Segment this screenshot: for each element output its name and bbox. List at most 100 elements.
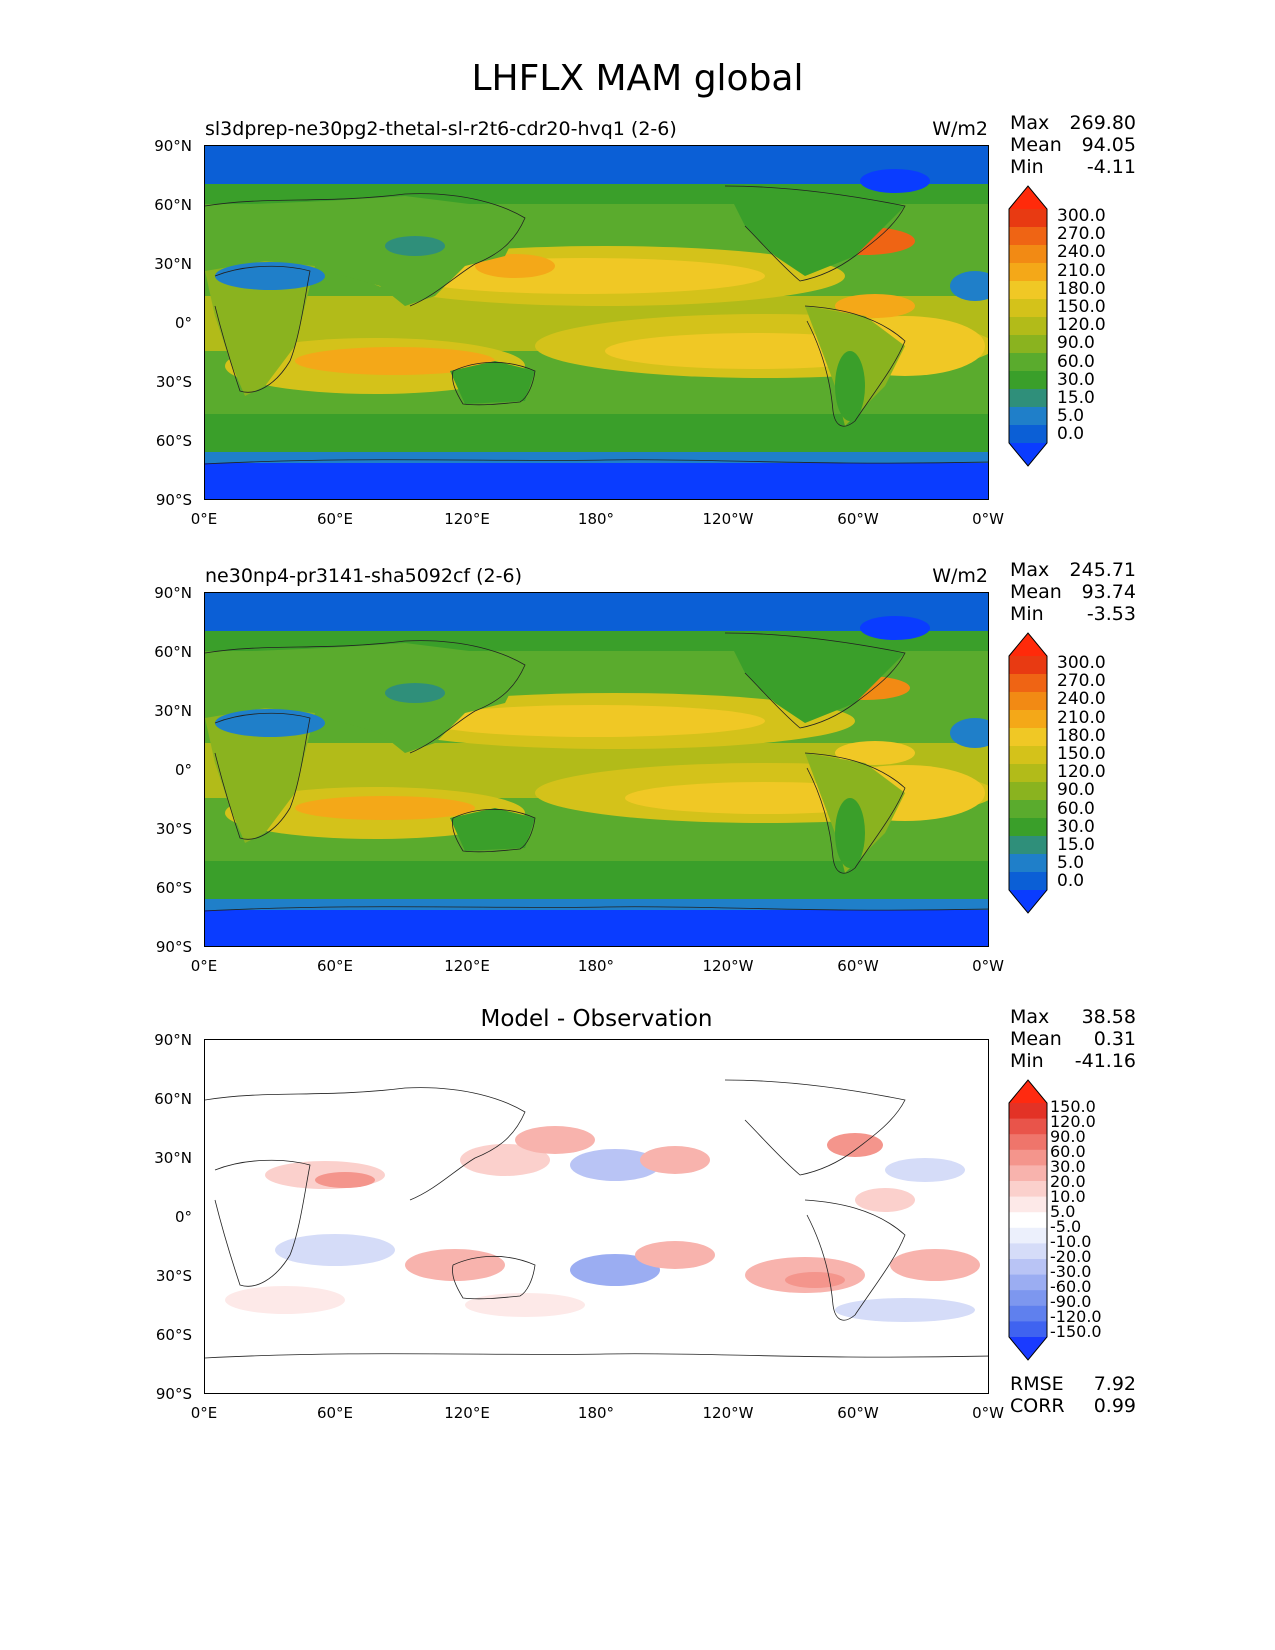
- colorbar-segment: [1009, 656, 1047, 675]
- lon-tick: 120°W: [702, 957, 754, 975]
- colorbar-label: -150.0: [1050, 1322, 1102, 1341]
- panel-1-stats: Max 269.80 Mean 94.05 Min -4.11: [1010, 112, 1136, 178]
- stat-value: 93.74: [1081, 581, 1136, 603]
- colorbar-label: 5.0: [1050, 1202, 1076, 1221]
- colorbar-label: 0.0: [1057, 871, 1085, 892]
- colorbar-label: -20.0: [1050, 1247, 1092, 1266]
- colorbar-label: 90.0: [1050, 1127, 1086, 1146]
- colorbar-segment: [1009, 764, 1047, 783]
- colorbar-segment: [1009, 371, 1047, 390]
- lat-tick: 30°S: [155, 820, 192, 838]
- colorbar-label: 90.0: [1057, 333, 1095, 354]
- lat-tick: 60°N: [154, 196, 192, 214]
- panel-2-units: W/m2: [932, 565, 988, 587]
- stat-label: Max: [1010, 1006, 1050, 1028]
- colorbar-label: 30.0: [1050, 1157, 1086, 1176]
- metric-label: RMSE: [1010, 1373, 1064, 1395]
- panel-3-map: [204, 1039, 989, 1394]
- lon-tick: 180°: [577, 1404, 615, 1422]
- stat-value: 94.05: [1081, 134, 1136, 156]
- colorbar-segment: [1009, 674, 1047, 693]
- colorbar-label: 240.0: [1057, 689, 1106, 710]
- lat-tick: 0°: [174, 314, 192, 332]
- stat-value: -3.53: [1086, 603, 1136, 625]
- panel-2-colorbar: [1008, 632, 1048, 914]
- colorbar-label: 0.0: [1057, 424, 1085, 445]
- colorbar-segment: [1009, 1274, 1047, 1291]
- colorbar-label: 120.0: [1050, 1112, 1096, 1131]
- colorbar-label: -5.0: [1050, 1217, 1082, 1236]
- panel-2-colorbar-labels: 300.0 270.0 240.0 210.0 180.0 150.0 120.…: [1057, 654, 1106, 892]
- lat-tick: 0°: [174, 1208, 192, 1226]
- colorbar-label: -120.0: [1050, 1307, 1102, 1326]
- lat-tick: 90°S: [155, 1385, 192, 1403]
- colorbar-segment: [1009, 1103, 1047, 1120]
- colorbar-segment: [1009, 854, 1047, 873]
- colorbar-segment: [1009, 782, 1047, 801]
- metric-value: 0.99: [1093, 1395, 1136, 1417]
- colorbar-segment: [1009, 1212, 1047, 1229]
- lon-tick: 60°E: [316, 957, 354, 975]
- colorbar-label: 90.0: [1057, 780, 1095, 801]
- lhflx-field-map: [205, 593, 988, 946]
- colorbar-segment: [1009, 800, 1047, 819]
- colorbar-label: 270.0: [1057, 224, 1106, 245]
- colorbar-label: 60.0: [1057, 351, 1095, 372]
- colorbar-extend-max: [1009, 633, 1047, 656]
- colorbar-segment: [1009, 1181, 1047, 1198]
- panel-3-colorbar-labels: 150.0 120.0 90.0 60.0 30.0 20.0 10.0 5.0…: [1050, 1099, 1102, 1341]
- lat-tick: 90°N: [154, 584, 192, 602]
- colorbar-segment: [1009, 335, 1047, 354]
- colorbar-label: 150.0: [1057, 296, 1106, 317]
- colorbar-segment: [1009, 299, 1047, 318]
- colorbar-label: 180.0: [1057, 725, 1106, 746]
- stat-value: -4.11: [1086, 156, 1136, 178]
- lat-tick: 30°S: [155, 1267, 192, 1285]
- lon-tick: 180°: [577, 510, 615, 528]
- colorbar-label: 210.0: [1057, 260, 1106, 281]
- panel-3-stats: Max 38.58 Mean 0.31 Min -41.16: [1010, 1006, 1136, 1072]
- lon-tick: 120°W: [702, 510, 754, 528]
- lat-tick: 60°S: [155, 432, 192, 450]
- colorbar-label: 270.0: [1057, 671, 1106, 692]
- colorbar-segment: [1009, 353, 1047, 372]
- colorbar-label: 30.0: [1057, 816, 1095, 837]
- colorbar-label: 10.0: [1050, 1187, 1086, 1206]
- colorbar-segment: [1009, 1227, 1047, 1244]
- lon-tick: 180°: [577, 957, 615, 975]
- colorbar-segment: [1009, 836, 1047, 855]
- colorbar-segment: [1009, 263, 1047, 282]
- stat-label: Mean: [1010, 1028, 1062, 1050]
- colorbar-label: -90.0: [1050, 1292, 1092, 1311]
- lat-tick: 60°N: [154, 643, 192, 661]
- colorbar-extend-max: [1009, 186, 1047, 209]
- colorbar-label: -30.0: [1050, 1262, 1092, 1281]
- colorbar-segment: [1009, 1259, 1047, 1276]
- colorbar-segment: [1009, 389, 1047, 408]
- colorbar-extend-min: [1009, 1337, 1047, 1360]
- colorbar-segment: [1009, 1196, 1047, 1213]
- lon-tick: 60°W: [837, 957, 879, 975]
- colorbar-outline: [1008, 632, 1048, 914]
- stat-label: Max: [1010, 559, 1050, 581]
- colorbar-segment: [1009, 692, 1047, 711]
- stat-value: 269.80: [1069, 112, 1136, 134]
- colorbar-label: -60.0: [1050, 1277, 1092, 1296]
- colorbar-label: 15.0: [1057, 834, 1095, 855]
- lon-tick: 0°W: [972, 957, 1004, 975]
- panel-1-map: [204, 145, 989, 500]
- lat-tick: 30°N: [154, 255, 192, 273]
- panel-1-colorbar: [1008, 185, 1048, 467]
- stat-value: 0.31: [1093, 1028, 1136, 1050]
- lon-tick: 0°E: [190, 1404, 218, 1422]
- colorbar-label: 60.0: [1050, 1142, 1086, 1161]
- colorbar-label: 30.0: [1057, 369, 1095, 390]
- lat-tick: 30°S: [155, 373, 192, 391]
- colorbar-label: 300.0: [1057, 206, 1106, 226]
- lat-tick: 90°S: [155, 491, 192, 509]
- lon-tick: 120°E: [444, 1404, 490, 1422]
- colorbar-segment: [1009, 227, 1047, 246]
- colorbar-segment: [1009, 245, 1047, 264]
- colorbar-segment: [1009, 1134, 1047, 1151]
- stat-label: Max: [1010, 112, 1050, 134]
